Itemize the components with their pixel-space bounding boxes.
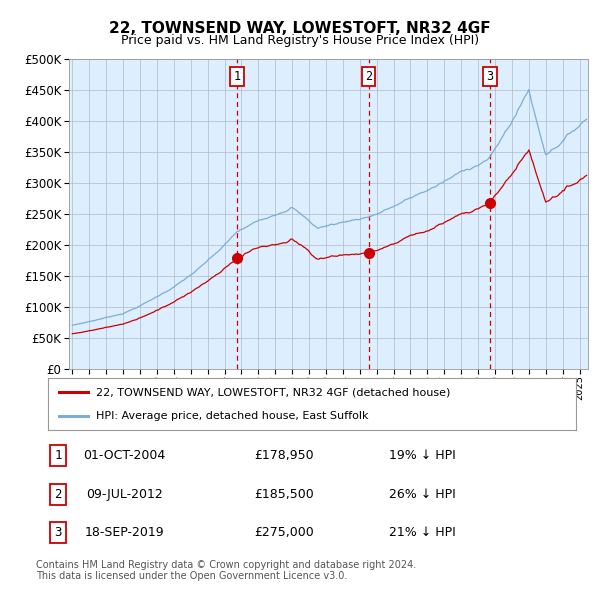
Text: 01-OCT-2004: 01-OCT-2004 [83, 449, 166, 462]
Text: 22, TOWNSEND WAY, LOWESTOFT, NR32 4GF (detached house): 22, TOWNSEND WAY, LOWESTOFT, NR32 4GF (d… [95, 387, 450, 397]
Text: 3: 3 [55, 526, 62, 539]
Text: 19% ↓ HPI: 19% ↓ HPI [389, 449, 456, 462]
Text: 22, TOWNSEND WAY, LOWESTOFT, NR32 4GF: 22, TOWNSEND WAY, LOWESTOFT, NR32 4GF [109, 21, 491, 35]
Text: 3: 3 [487, 70, 494, 83]
Text: 2: 2 [365, 70, 372, 83]
Text: Contains HM Land Registry data © Crown copyright and database right 2024.: Contains HM Land Registry data © Crown c… [36, 559, 416, 569]
Text: 1: 1 [55, 449, 62, 462]
Text: £275,000: £275,000 [254, 526, 314, 539]
Text: 26% ↓ HPI: 26% ↓ HPI [389, 487, 456, 501]
Text: 18-SEP-2019: 18-SEP-2019 [85, 526, 164, 539]
Text: £185,500: £185,500 [254, 487, 314, 501]
Text: £178,950: £178,950 [254, 449, 314, 462]
Text: 1: 1 [233, 70, 241, 83]
Text: 21% ↓ HPI: 21% ↓ HPI [389, 526, 456, 539]
Text: Price paid vs. HM Land Registry's House Price Index (HPI): Price paid vs. HM Land Registry's House … [121, 34, 479, 47]
Text: HPI: Average price, detached house, East Suffolk: HPI: Average price, detached house, East… [95, 411, 368, 421]
Text: This data is licensed under the Open Government Licence v3.0.: This data is licensed under the Open Gov… [36, 571, 347, 581]
Text: 2: 2 [55, 487, 62, 501]
Text: 09-JUL-2012: 09-JUL-2012 [86, 487, 163, 501]
